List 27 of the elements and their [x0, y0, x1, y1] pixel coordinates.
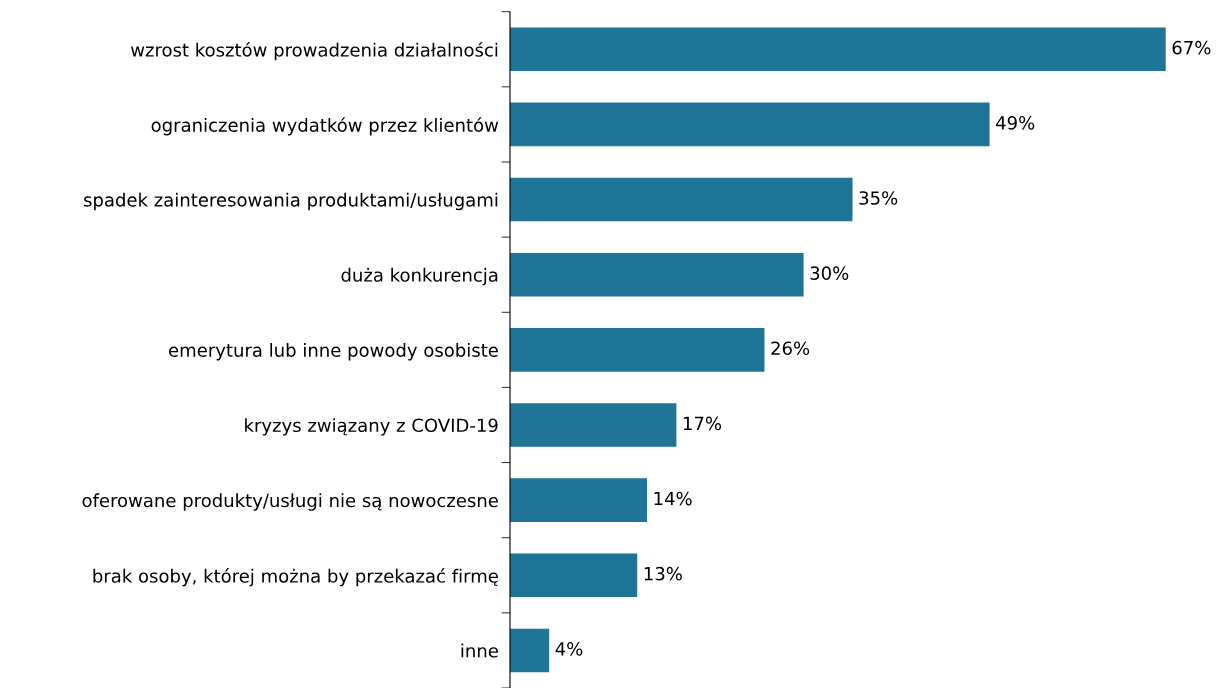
y-tick-label: duża konkurencja [341, 267, 498, 286]
data-label: 4% [555, 642, 583, 656]
data-label: 17% [683, 416, 722, 431]
bar [509, 478, 648, 522]
data-label: 30% [810, 266, 849, 280]
bar [509, 177, 853, 222]
bar [509, 553, 638, 598]
bar [509, 628, 550, 673]
bar [509, 403, 677, 447]
data-label: 49% [996, 115, 1035, 130]
data-label: 67% [1172, 40, 1211, 55]
y-tick-label: inne [461, 643, 498, 658]
data-label: 26% [771, 341, 810, 356]
bar [509, 102, 990, 147]
y-tick-label: oferowane produkty/usługi nie są nowoczesne [82, 493, 498, 511]
bar [509, 328, 765, 372]
y-tick-label: wzrost kosztów prowadzenia działalności [131, 42, 498, 61]
y-tick-label: emerytura lub inne powody osobiste [169, 342, 498, 361]
data-label: 35% [859, 191, 898, 205]
y-tick-label: ograniczenia wydatków przez klientów [151, 117, 499, 136]
y-tick-label: brak osoby, której można by przekazać firmę [93, 568, 498, 587]
bar [509, 27, 1166, 72]
bar [509, 252, 804, 297]
y-tick-label: spadek zainteresowania produktami/usługami [84, 192, 498, 211]
y-tick-label: kryzys związany z COVID-19 [245, 418, 498, 436]
data-label: 13% [644, 566, 682, 581]
data-label: 14% [654, 491, 692, 506]
